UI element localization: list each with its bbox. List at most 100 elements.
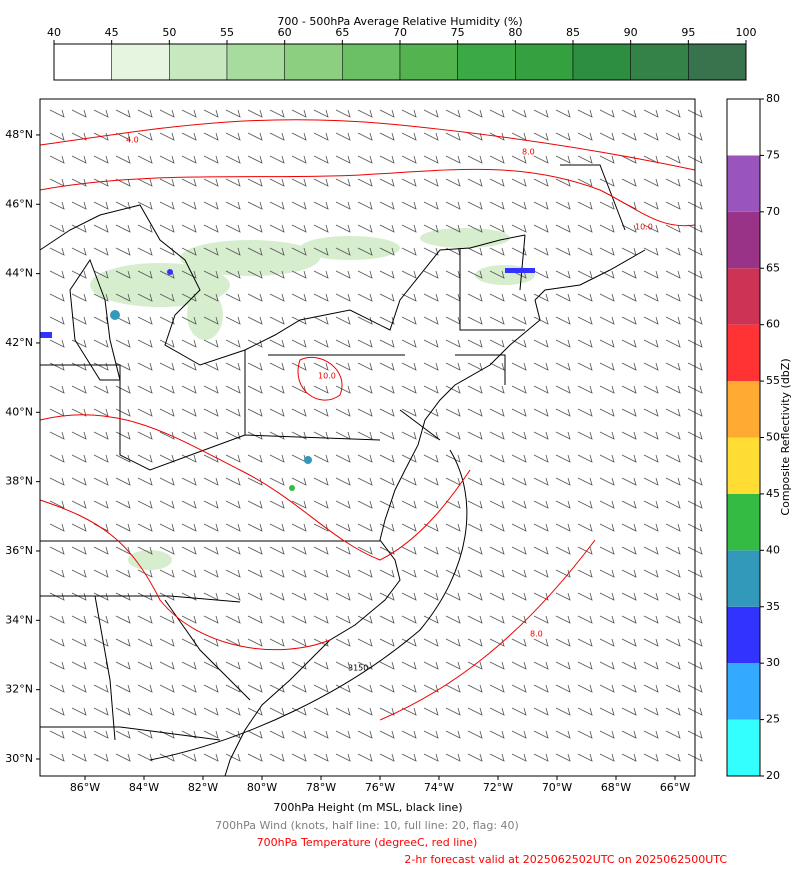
wind-barb [445, 339, 461, 348]
caption: 700hPa Height (m MSL, black line) [273, 801, 462, 814]
wind-barb [203, 408, 219, 417]
wind-barb [335, 523, 351, 532]
colorbar-tick-label: 100 [736, 26, 757, 39]
wind-barb [665, 201, 681, 210]
wind-barb [665, 753, 681, 762]
wind-barb [445, 109, 461, 118]
wind-barb [643, 753, 659, 762]
wind-barb [313, 270, 329, 279]
wind-barb [577, 592, 593, 601]
wind-barb [445, 431, 461, 440]
wind-barb [621, 523, 637, 532]
wind-barb [203, 132, 219, 141]
wind-barb [423, 753, 439, 762]
wind-barb [533, 707, 549, 716]
wind-barb [577, 293, 593, 302]
wind-barb [247, 638, 263, 647]
wind-barb [489, 385, 505, 394]
wind-barb [203, 362, 219, 371]
wind-barb [577, 523, 593, 532]
colorbar-tick-label: 80 [766, 92, 780, 105]
wind-barb [687, 431, 703, 440]
temp-contour [39, 499, 331, 651]
wind-barb [687, 362, 703, 371]
wind-barb [247, 477, 263, 486]
lon-tick-label: 86°W [70, 781, 100, 794]
wind-barb [203, 523, 219, 532]
wind-barb [511, 661, 527, 670]
wind-barb [71, 178, 87, 187]
wind-barb [577, 707, 593, 716]
contour-label: 3150 [348, 664, 368, 673]
wind-barb [49, 132, 65, 141]
colorbar-tick-label: 75 [766, 148, 780, 161]
wind-barb [71, 684, 87, 693]
wind-barb [665, 638, 681, 647]
wind-barb [115, 638, 131, 647]
wind-barb [423, 247, 439, 256]
wind-barb [445, 592, 461, 601]
wind-barb [247, 293, 263, 302]
wind-barb [181, 293, 197, 302]
wind-barb [489, 224, 505, 233]
wind-barb [159, 684, 175, 693]
contour-label: 10.0 [318, 372, 336, 381]
wind-barb [577, 408, 593, 417]
wind-barb [269, 178, 285, 187]
wind-barb [93, 730, 109, 739]
colorbar-frame [53, 43, 747, 81]
wind-barb [665, 385, 681, 394]
wind-barb [181, 385, 197, 394]
colorbar-tick-label: 50 [162, 26, 176, 39]
wind-barb [247, 707, 263, 716]
wind-barb [665, 431, 681, 440]
wind-barb [621, 362, 637, 371]
wind-barb [291, 132, 307, 141]
wind-barb [225, 385, 241, 394]
wind-barb [555, 339, 571, 348]
wind-barbs [49, 109, 703, 762]
wind-barb [401, 615, 417, 624]
wind-barb [335, 753, 351, 762]
wind-barb [335, 546, 351, 555]
wind-barb [401, 684, 417, 693]
colorbar-segment [727, 381, 760, 438]
wind-barb [49, 385, 65, 394]
wind-barb [115, 661, 131, 670]
wind-barb [159, 362, 175, 371]
colorbar-segment [111, 43, 170, 81]
wind-barb [291, 293, 307, 302]
wind-barb [313, 684, 329, 693]
colorbar-segment [284, 43, 343, 81]
wind-barb [665, 500, 681, 509]
wind-barb [313, 615, 329, 624]
wind-barb [357, 684, 373, 693]
colorbar-segment [399, 43, 458, 81]
wind-barb [181, 638, 197, 647]
wind-barb [203, 316, 219, 325]
wind-barb [467, 385, 483, 394]
wind-barb [511, 316, 527, 325]
wind-barb [445, 707, 461, 716]
wind-barb [115, 316, 131, 325]
colorbar-segment [53, 43, 112, 81]
colorbar-tick-label: 55 [220, 26, 234, 39]
wind-barb [621, 132, 637, 141]
wind-barb [71, 431, 87, 440]
wind-barb [115, 431, 131, 440]
wind-barb [423, 316, 439, 325]
wind-barb [181, 339, 197, 348]
wind-barb [71, 477, 87, 486]
wind-barb [577, 661, 593, 670]
caption: 700hPa Wind (knots, half line: 10, full … [215, 819, 519, 832]
wind-barb [665, 477, 681, 486]
wind-barb [203, 385, 219, 394]
wind-barb [621, 408, 637, 417]
wind-barb [93, 339, 109, 348]
wind-barb [181, 109, 197, 118]
wind-barb [269, 638, 285, 647]
wind-barb [489, 546, 505, 555]
wind-barb [49, 753, 65, 762]
wind-barb [181, 753, 197, 762]
wind-barb [423, 707, 439, 716]
